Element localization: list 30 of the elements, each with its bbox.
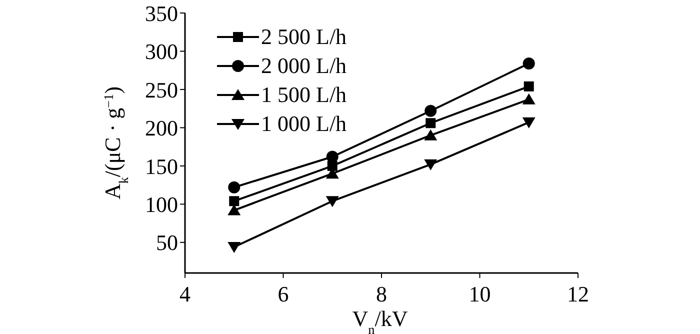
point — [522, 117, 536, 128]
x-tick-label: 10 — [468, 282, 491, 307]
y-tick-label: 100 — [145, 192, 178, 217]
x-axis-title: V$_{n}$/kV — [352, 306, 408, 334]
y-tick-label: 350 — [145, 0, 178, 26]
point — [424, 104, 437, 117]
point — [228, 242, 241, 253]
point — [522, 93, 536, 104]
point — [424, 129, 438, 140]
point — [426, 118, 436, 128]
x-tick-label: 4 — [180, 282, 190, 307]
point — [229, 196, 240, 206]
point — [228, 181, 240, 194]
y-tick-label: 250 — [145, 77, 178, 102]
point — [524, 81, 534, 92]
y-tick-label: 200 — [145, 116, 178, 141]
x-tick-label: 12 — [567, 282, 589, 307]
legend-label: 1 500 L/h — [261, 81, 347, 109]
y-tick-label: 150 — [145, 154, 178, 179]
legend-label: 2 500 L/h — [261, 23, 347, 51]
point — [326, 196, 339, 208]
x-tick-label: 6 — [278, 282, 289, 307]
y-tick-label: 50 — [156, 230, 178, 256]
legend-label: 2 000 L/h — [261, 52, 347, 80]
point — [228, 204, 241, 216]
x-tick-label: 8 — [376, 282, 387, 307]
point — [522, 57, 535, 70]
legend-label: 1 000 L/h — [261, 110, 347, 138]
y-tick-label: 300 — [145, 39, 178, 64]
point — [424, 159, 438, 170]
